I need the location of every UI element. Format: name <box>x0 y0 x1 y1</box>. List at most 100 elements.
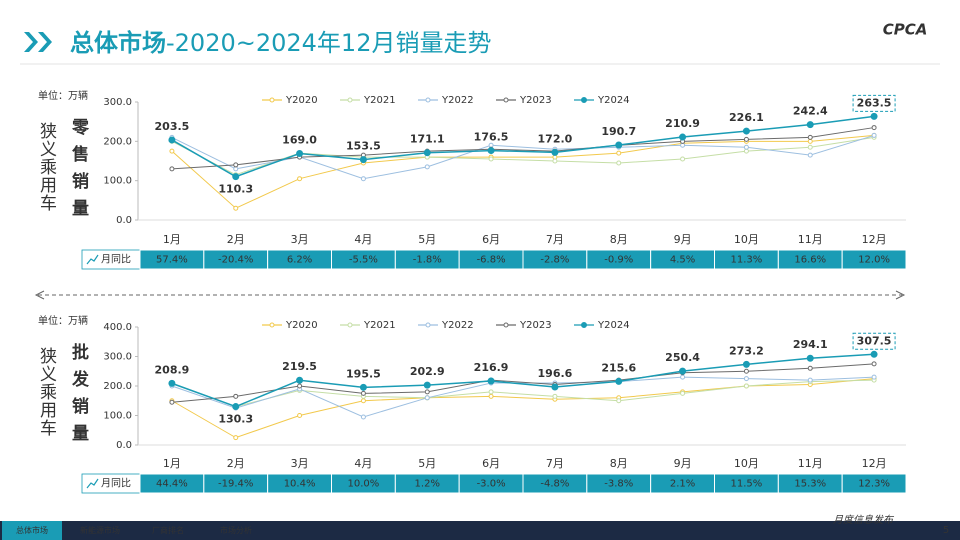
point <box>615 377 623 385</box>
point <box>169 399 175 405</box>
point <box>424 164 430 170</box>
value-label: 216.9 <box>474 361 509 374</box>
point <box>297 176 303 182</box>
point <box>680 156 686 162</box>
point <box>870 112 878 120</box>
yoy-value: 12.0% <box>858 255 890 266</box>
x-tick-label: 8月 <box>610 233 628 246</box>
point <box>807 377 813 383</box>
legend-marker <box>581 97 587 103</box>
point <box>743 376 749 382</box>
x-tick-label: 12月 <box>862 233 887 246</box>
value-label: 263.5 <box>857 96 892 109</box>
yoy-value: 11.5% <box>731 479 763 490</box>
series-line <box>171 134 875 180</box>
point <box>232 173 240 181</box>
x-tick-label: 10月 <box>734 233 759 246</box>
y-tick-label: 300.0 <box>103 352 132 363</box>
point <box>360 398 366 404</box>
point <box>359 383 367 391</box>
legend-marker <box>425 322 431 328</box>
nav-tab-active <box>2 521 62 540</box>
legend-label: Y2022 <box>441 95 474 106</box>
point <box>551 383 559 391</box>
value-label: 210.9 <box>665 117 700 130</box>
point <box>807 134 813 140</box>
point <box>551 148 559 156</box>
unit-label: 单位：万辆 <box>38 89 88 102</box>
point <box>487 377 495 385</box>
panel-label: 零售销量 <box>68 118 90 226</box>
legend-marker <box>425 97 431 103</box>
value-label: 273.2 <box>729 344 764 357</box>
nav-tab[interactable]: 厂商排名 <box>152 525 184 535</box>
point <box>488 156 494 162</box>
x-tick-label: 11月 <box>798 457 823 470</box>
yoy-value: 16.6% <box>794 255 826 266</box>
x-tick-label: 3月 <box>291 457 309 470</box>
value-label: 190.7 <box>601 125 636 138</box>
point <box>552 393 558 399</box>
value-label: 171.1 <box>410 133 445 146</box>
x-tick-label: 8月 <box>610 457 628 470</box>
yoy-icon <box>86 478 99 489</box>
point <box>297 383 303 389</box>
point <box>296 376 304 384</box>
point <box>871 125 877 131</box>
page-title: 总体市场-2020~2024年12月销量走势 <box>70 29 491 57</box>
point <box>871 374 877 380</box>
legend-marker <box>581 322 587 328</box>
yoy-value: -20.4% <box>218 255 253 266</box>
value-label: 250.4 <box>665 351 700 364</box>
point <box>680 142 686 148</box>
series-line <box>171 363 875 403</box>
point <box>743 144 749 150</box>
value-label: 202.9 <box>410 365 445 378</box>
legend-label: Y2021 <box>363 95 396 106</box>
nav-tab[interactable]: 市场分析 <box>220 525 252 535</box>
yoy-value: -0.9% <box>604 255 633 266</box>
point <box>742 360 750 368</box>
point <box>615 141 623 149</box>
point <box>871 361 877 367</box>
legend-marker <box>503 322 509 328</box>
yoy-value: 10.0% <box>348 479 380 490</box>
point <box>296 150 304 158</box>
title-main: 总体市场 <box>70 29 166 57</box>
point <box>743 383 749 389</box>
value-label: 215.6 <box>601 361 636 374</box>
point <box>488 142 494 148</box>
yoy-header: 月同比 <box>101 254 131 266</box>
y-tick-label: 100.0 <box>103 411 132 422</box>
nav-tab[interactable]: 新能源市场 <box>80 525 120 535</box>
yoy-icon <box>86 254 99 265</box>
point <box>679 133 687 141</box>
x-tick-label: 11月 <box>798 233 823 246</box>
value-label: 130.3 <box>218 413 253 426</box>
yoy-cell <box>841 473 907 494</box>
point <box>424 389 430 395</box>
y-tick-label: 200.0 <box>103 136 132 147</box>
point <box>487 147 495 155</box>
point <box>233 205 239 211</box>
yoy-value: -6.8% <box>477 255 506 266</box>
x-tick-label: 7月 <box>546 457 564 470</box>
point <box>679 367 687 375</box>
nav-tab[interactable]: 总体市场 <box>16 525 48 535</box>
point <box>870 350 878 358</box>
x-tick-label: 12月 <box>862 457 887 470</box>
x-tick-label: 6月 <box>482 233 500 246</box>
point <box>423 381 431 389</box>
point <box>552 158 558 164</box>
yoy-value: 44.4% <box>156 479 188 490</box>
point <box>168 379 176 387</box>
point <box>488 393 494 399</box>
y-tick-label: 100.0 <box>103 176 132 187</box>
x-tick-label: 2月 <box>227 233 245 246</box>
point <box>360 390 366 396</box>
yoy-value: 11.3% <box>731 255 763 266</box>
point <box>233 166 239 172</box>
point <box>743 136 749 142</box>
yoy-value: -3.0% <box>477 479 506 490</box>
